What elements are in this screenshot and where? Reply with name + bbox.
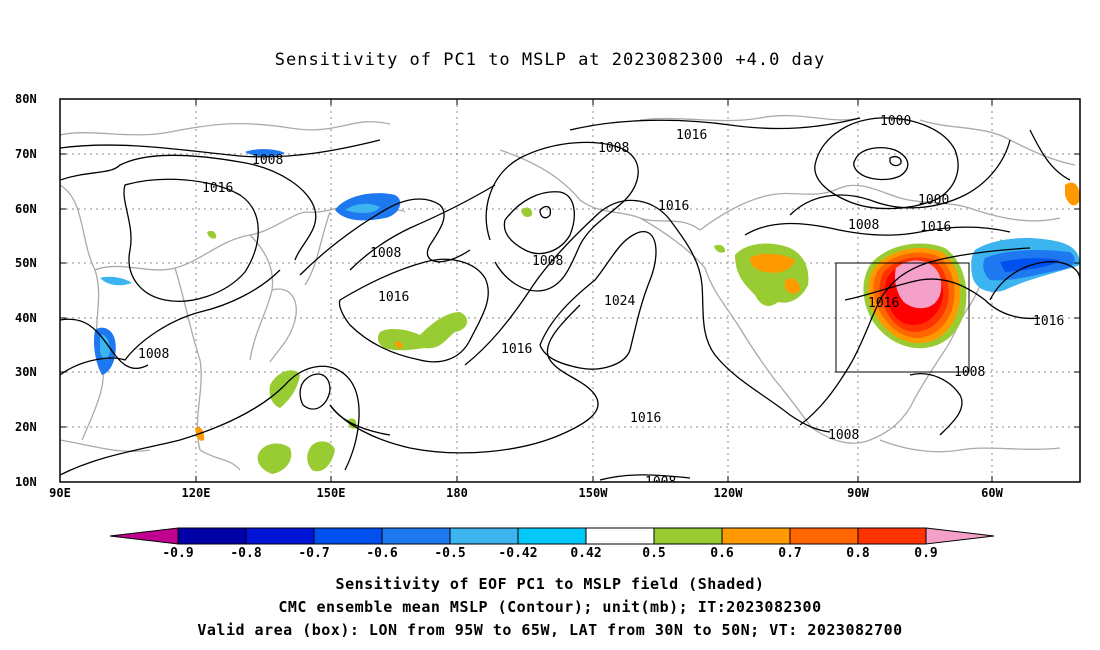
contour-label: 1016 bbox=[378, 290, 409, 305]
longitude-labels: 90E 120E 150E 180 150W 120W 90W 60W bbox=[49, 486, 1003, 500]
colorbar-label: -0.7 bbox=[298, 546, 329, 561]
negative-patch bbox=[245, 149, 285, 157]
positive-patch bbox=[395, 341, 403, 349]
colorbar-label: 0.7 bbox=[778, 546, 801, 561]
shaded-regions bbox=[93, 149, 1080, 474]
colorbar-segment bbox=[857, 527, 927, 545]
colorbar-segment bbox=[789, 527, 859, 545]
caption-line-3: Valid area (box): LON from 95W to 65W, L… bbox=[197, 621, 903, 639]
lat-label: 20N bbox=[15, 420, 37, 434]
lon-label: 120W bbox=[714, 486, 744, 500]
contour-label: 1008 bbox=[138, 347, 169, 362]
colorbar-segment bbox=[245, 527, 315, 545]
valid-area-box bbox=[835, 262, 970, 373]
colorbar-label: -0.9 bbox=[162, 546, 193, 561]
contour-label: 1000 bbox=[880, 114, 911, 129]
positive-patch bbox=[714, 244, 726, 253]
contour-labels: 1016 1008 1008 1016 1016 1008 1000 1000 … bbox=[138, 114, 1064, 490]
colorbar-label: -0.8 bbox=[230, 546, 261, 561]
lon-label: 180 bbox=[446, 486, 468, 500]
grid-lines bbox=[60, 99, 1080, 482]
colorbar-labels: -0.9 -0.8 -0.7 -0.6 -0.5 -0.42 0.42 0.5 … bbox=[162, 546, 937, 561]
colorbar-segment bbox=[177, 527, 247, 545]
colorbar-segment bbox=[721, 527, 791, 545]
negative-patch bbox=[100, 334, 110, 359]
contour-label: 1016 bbox=[202, 181, 233, 196]
lat-label: 60N bbox=[15, 202, 37, 216]
lat-label: 10N bbox=[15, 475, 37, 489]
positive-patch bbox=[1065, 182, 1080, 206]
contour-label: 1016 bbox=[868, 296, 899, 311]
contour-label: 1016 bbox=[630, 411, 661, 426]
lon-label: 90E bbox=[49, 486, 71, 500]
positive-patch bbox=[307, 441, 335, 472]
positive-patch bbox=[269, 370, 300, 408]
contour-label: 1016 bbox=[501, 342, 532, 357]
colorbar-label: 0.5 bbox=[642, 546, 665, 561]
contour-label: 1016 bbox=[676, 128, 707, 143]
lat-label: 70N bbox=[15, 147, 37, 161]
contour-label: 1008 bbox=[370, 246, 401, 261]
lon-label: 120E bbox=[182, 486, 211, 500]
lon-label: 150E bbox=[317, 486, 346, 500]
plot-frame bbox=[59, 98, 1081, 483]
colorbar-label: 0.9 bbox=[914, 546, 937, 561]
axis-ticks bbox=[60, 98, 1080, 482]
contour-label: 1008 bbox=[848, 218, 879, 233]
colorbar-label: -0.42 bbox=[498, 546, 537, 561]
contour-label: 1016 bbox=[658, 199, 689, 214]
colorbar-label: -0.5 bbox=[434, 546, 465, 561]
colorbar-segment bbox=[653, 527, 723, 545]
positive-patch bbox=[257, 443, 292, 474]
negative-patch bbox=[345, 203, 380, 214]
positive-patch bbox=[735, 243, 809, 306]
lat-label: 40N bbox=[15, 311, 37, 325]
contour-label: 1016 bbox=[920, 220, 951, 235]
contour-label: 1000 bbox=[918, 193, 949, 208]
contour-label: 1008 bbox=[828, 428, 859, 443]
colorbar-label: -0.6 bbox=[366, 546, 397, 561]
colorbar-segment bbox=[585, 527, 655, 545]
latitude-labels: 80N 70N 60N 50N 40N 30N 20N 10N bbox=[15, 92, 37, 489]
contour-label: 1016 bbox=[1033, 314, 1064, 329]
contour-label: 1008 bbox=[954, 365, 985, 380]
lat-label: 30N bbox=[15, 365, 37, 379]
colorbar-label: 0.6 bbox=[710, 546, 734, 561]
colorbar bbox=[109, 527, 995, 545]
lon-label: 90W bbox=[847, 486, 869, 500]
negative-patch bbox=[100, 276, 132, 286]
colorbar-segment bbox=[381, 527, 451, 545]
colorbar-segment bbox=[449, 527, 519, 545]
colorbar-segment bbox=[313, 527, 383, 545]
lat-label: 80N bbox=[15, 92, 37, 106]
contour-label: 1024 bbox=[604, 294, 635, 309]
positive-patch bbox=[377, 312, 468, 351]
lat-label: 50N bbox=[15, 256, 37, 270]
mslp-contours bbox=[60, 117, 1080, 481]
colorbar-label: 0.8 bbox=[846, 546, 870, 561]
colorbar-segment bbox=[925, 527, 995, 545]
lon-label: 60W bbox=[981, 486, 1003, 500]
contour-label: 1008 bbox=[252, 153, 283, 168]
colorbar-segment bbox=[517, 527, 587, 545]
caption-line-2: CMC ensemble mean MSLP (Contour); unit(m… bbox=[278, 598, 822, 616]
contour-label: 1008 bbox=[598, 141, 629, 156]
contour-label: 1008 bbox=[532, 254, 563, 269]
positive-patch bbox=[521, 207, 533, 218]
positive-patch bbox=[750, 253, 795, 273]
colorbar-segment bbox=[109, 527, 179, 545]
colorbar-label: 0.42 bbox=[570, 546, 601, 561]
map-title: Sensitivity of PC1 to MSLP at 2023082300… bbox=[274, 50, 826, 70]
lon-label: 150W bbox=[579, 486, 609, 500]
caption-line-1: Sensitivity of EOF PC1 to MSLP field (Sh… bbox=[335, 575, 765, 593]
positive-patch bbox=[207, 230, 217, 239]
contour-label: 1008 bbox=[645, 475, 676, 490]
positive-patch bbox=[785, 278, 800, 294]
